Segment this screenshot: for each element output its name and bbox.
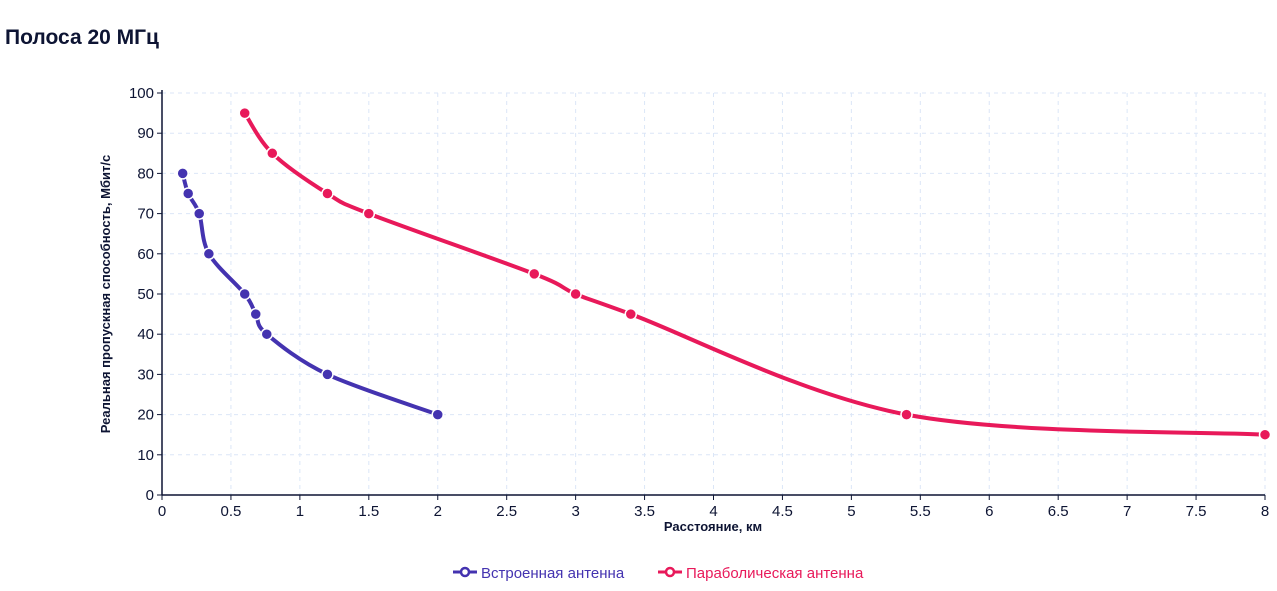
data-point <box>528 267 541 281</box>
x-tick-label: 1 <box>296 503 304 520</box>
y-tick-label: 30 <box>137 366 154 383</box>
data-point <box>192 207 206 220</box>
y-tick-label: 40 <box>137 326 154 343</box>
data-point <box>181 187 195 200</box>
y-tick-label: 100 <box>129 85 154 102</box>
x-tick-label: 3.5 <box>634 503 655 520</box>
data-point <box>260 327 274 341</box>
series-line <box>243 111 1266 437</box>
data-point <box>238 106 251 120</box>
x-tick-label: 4 <box>709 503 717 520</box>
x-tick-label: 3 <box>571 503 579 520</box>
data-point <box>249 307 263 321</box>
x-tick-label: 8 <box>1261 503 1269 520</box>
axes: 0 0.5 1 1.5 2 2.5 3 3.5 4 4.5 5 5.5 6 6.5 7 7.5 80102030… <box>129 85 1269 520</box>
data-point <box>624 307 638 321</box>
x-tick-label: 6 <box>985 503 993 520</box>
legend-item-label: Параболическая антенна <box>686 565 864 582</box>
x-tick-label: 5 <box>847 503 855 520</box>
x-tick-label: 1.5 <box>358 503 379 520</box>
data-point <box>569 287 582 301</box>
data-point <box>362 207 376 220</box>
legend: Встроенная антенна Параболическая антенна <box>453 565 864 582</box>
y-tick-label: 80 <box>137 165 154 182</box>
x-tick-label: 6.5 <box>1048 503 1069 520</box>
chart-title: Полоса 20 МГц <box>5 26 159 49</box>
data-point <box>238 287 251 301</box>
data-point <box>321 368 334 381</box>
data-point <box>900 408 913 421</box>
x-tick-label: 2.5 <box>496 503 517 520</box>
grid <box>162 92 1266 495</box>
y-tick-label: 70 <box>137 206 154 223</box>
y-axis-label: Реальная пропускная способность, Мбит/с <box>98 155 113 433</box>
x-tick-label: 7 <box>1123 503 1131 520</box>
data-point <box>176 167 189 180</box>
x-tick-label: 0 <box>158 503 166 520</box>
series <box>176 106 1272 441</box>
x-tick-label: 4.5 <box>772 503 793 520</box>
y-tick-label: 50 <box>137 286 154 303</box>
x-axis-label: Расстояние, км <box>664 519 762 534</box>
data-point <box>321 187 334 200</box>
data-point <box>266 147 279 160</box>
y-tick-label: 60 <box>137 246 154 263</box>
x-tick-label: 2 <box>434 503 442 520</box>
x-tick-label: 5.5 <box>910 503 931 520</box>
y-tick-label: 20 <box>137 407 154 424</box>
data-point <box>1258 428 1272 441</box>
x-tick-label: 7.5 <box>1186 503 1207 520</box>
data-point <box>202 247 216 261</box>
data-point <box>431 408 444 421</box>
legend-item-label: Встроенная антенна <box>481 565 625 582</box>
y-tick-label: 90 <box>137 125 154 142</box>
legend-swatch-marker <box>664 566 676 578</box>
legend-swatch-marker <box>459 566 471 578</box>
y-tick-label: 10 <box>137 447 154 464</box>
y-tick-label: 0 <box>146 487 154 504</box>
x-tick-label: 0.5 <box>221 503 242 520</box>
